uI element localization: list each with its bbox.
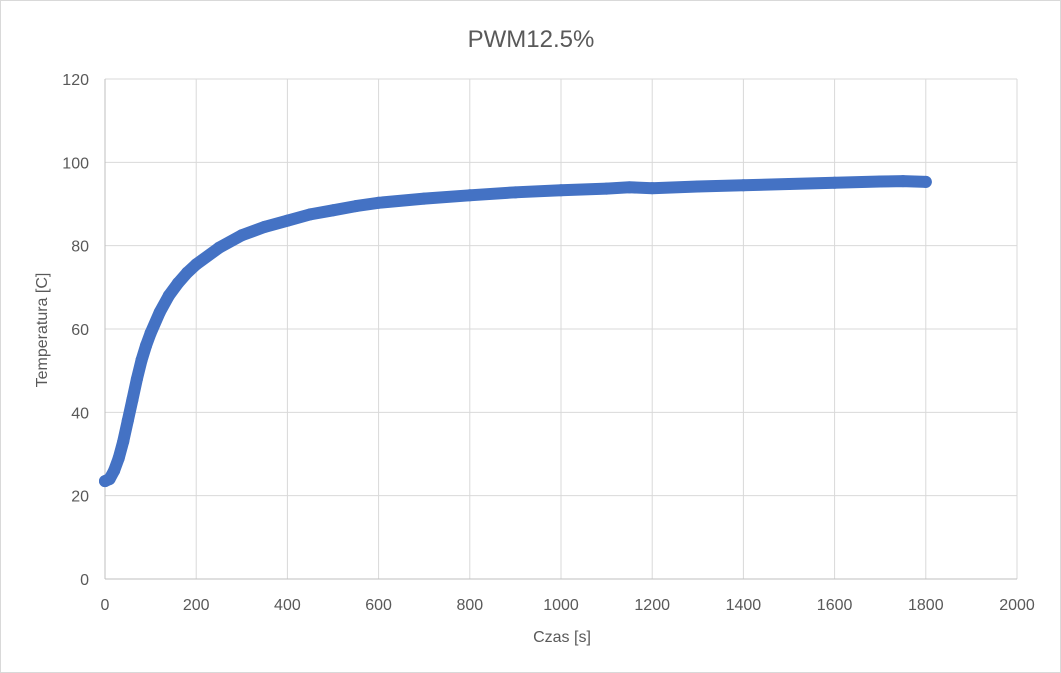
data-point xyxy=(235,229,248,242)
data-point xyxy=(130,373,143,385)
data-point xyxy=(281,214,294,227)
data-point xyxy=(828,176,841,189)
data-point xyxy=(121,414,134,427)
chart-title: PWM12.5% xyxy=(468,26,595,53)
data-point xyxy=(737,179,750,192)
x-tick-label: 1200 xyxy=(634,597,670,614)
x-tick-label: 1800 xyxy=(908,597,944,614)
data-point xyxy=(258,220,271,233)
data-point xyxy=(140,339,153,352)
data-point xyxy=(691,180,704,193)
data-point xyxy=(555,184,567,197)
data-point xyxy=(919,175,932,188)
x-tick-label: 1400 xyxy=(726,597,762,614)
y-tick-label: 60 xyxy=(71,322,89,339)
data-point xyxy=(372,196,385,209)
x-tick-label: 600 xyxy=(365,597,392,614)
x-tick-label: 400 xyxy=(274,597,301,614)
data-point xyxy=(213,241,225,254)
data-point xyxy=(349,200,362,213)
data-point xyxy=(418,192,431,205)
y-axis-title: Temperatura [C] xyxy=(34,273,51,388)
y-tick-label: 100 xyxy=(62,155,89,172)
axes xyxy=(104,79,1017,580)
data-point xyxy=(112,452,125,465)
data-point xyxy=(463,189,476,202)
series-line xyxy=(99,175,932,488)
data-point xyxy=(327,204,339,217)
data-point xyxy=(181,266,194,279)
data-point xyxy=(646,182,659,195)
y-tick-label: 120 xyxy=(62,72,89,89)
data-point xyxy=(135,354,148,367)
data-point xyxy=(509,186,522,199)
data-point xyxy=(783,178,795,190)
data-point xyxy=(153,306,166,319)
y-tick-label: 80 xyxy=(71,239,89,256)
x-tick-label: 800 xyxy=(456,597,483,614)
data-point xyxy=(190,258,203,271)
x-tick-label: 1000 xyxy=(543,597,579,614)
data-series xyxy=(99,175,932,488)
x-tick-label: 200 xyxy=(183,597,210,614)
gridlines xyxy=(105,78,1018,579)
data-point xyxy=(304,208,317,221)
data-point xyxy=(162,289,175,302)
data-point xyxy=(600,182,613,195)
x-tick-label: 1600 xyxy=(817,597,853,614)
data-point xyxy=(623,181,636,194)
x-tick-label: 2000 xyxy=(999,597,1035,614)
y-tick-label: 20 xyxy=(71,489,89,506)
y-tick-label: 40 xyxy=(71,405,89,422)
data-point xyxy=(874,175,887,188)
data-point xyxy=(108,464,121,477)
x-axis-title: Czas [s] xyxy=(533,629,591,646)
data-point xyxy=(126,393,139,406)
y-tick-label: 0 xyxy=(80,572,89,589)
data-point xyxy=(171,277,184,290)
x-tick-label: 0 xyxy=(101,597,110,614)
data-point xyxy=(144,327,157,340)
data-point xyxy=(117,435,130,448)
data-point xyxy=(897,175,909,188)
